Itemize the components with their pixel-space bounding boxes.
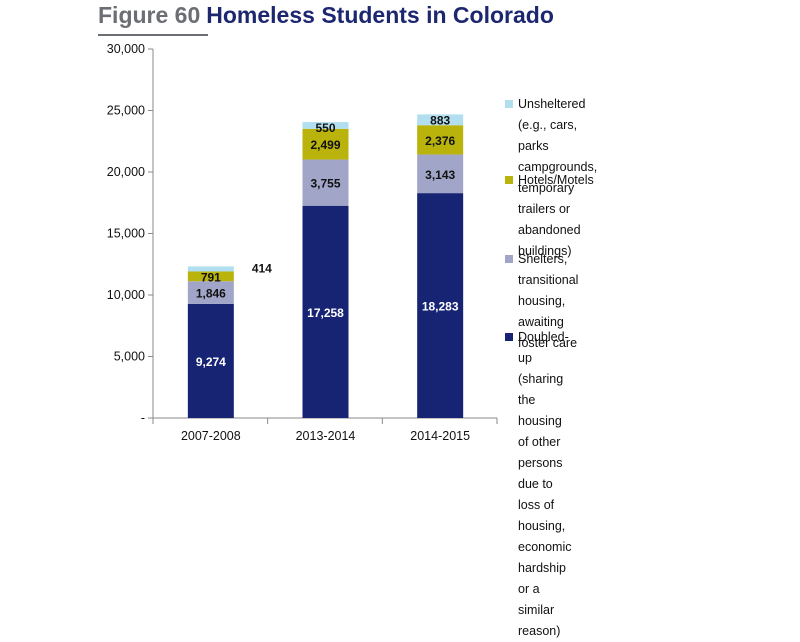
data-label: 414 bbox=[252, 261, 272, 275]
figure-title: Homeless Students in Colorado bbox=[206, 2, 554, 28]
legend-item-doubled-up: Doubled-up (sharing the housing of other… bbox=[505, 327, 572, 642]
bar-segment bbox=[417, 154, 464, 194]
data-label: 3,755 bbox=[310, 177, 340, 191]
data-label: 9,274 bbox=[196, 355, 226, 369]
bar-segment bbox=[187, 281, 234, 304]
bar-segment bbox=[417, 125, 464, 155]
x-tick-label: 2013-2014 bbox=[296, 429, 356, 443]
legend-swatch-doubled-up bbox=[505, 333, 513, 341]
legend-swatch-shelters bbox=[505, 255, 513, 263]
legend-swatch-unsheltered bbox=[505, 100, 513, 108]
data-label: 2,376 bbox=[425, 134, 455, 148]
bar-segment bbox=[187, 271, 234, 282]
data-label: 17,258 bbox=[307, 306, 344, 320]
data-label: 18,283 bbox=[422, 300, 459, 314]
y-tick-label: 25,000 bbox=[107, 104, 145, 118]
bar-segment bbox=[302, 159, 349, 206]
figure-label: Figure 60 bbox=[98, 2, 201, 28]
bar-segment bbox=[302, 128, 349, 160]
x-tick-label: 2014-2015 bbox=[410, 429, 470, 443]
bar-segment bbox=[302, 122, 349, 129]
y-tick-label: 5,000 bbox=[114, 350, 145, 364]
data-label: 791 bbox=[201, 270, 221, 284]
data-label: 3,143 bbox=[425, 168, 455, 182]
y-tick-label: 30,000 bbox=[107, 42, 145, 56]
bar-segment bbox=[187, 266, 234, 272]
legend-label-shelters: Shelters, transitional housing, awaiting… bbox=[518, 252, 579, 350]
chart-title: Figure 60 Homeless Students in Colorado bbox=[98, 2, 554, 29]
bar-segment bbox=[417, 193, 464, 418]
legend-item-hotels: Hotels/Motels bbox=[505, 170, 594, 191]
legend-label-hotels: Hotels/Motels bbox=[518, 173, 594, 187]
data-label: 1,846 bbox=[196, 287, 226, 301]
title-underline bbox=[98, 34, 208, 36]
y-tick-label: 15,000 bbox=[107, 227, 145, 241]
bar-segment bbox=[187, 303, 234, 418]
legend-label-unsheltered: Unsheltered (e.g., cars, parks campgroun… bbox=[518, 97, 598, 258]
y-tick-label: - bbox=[141, 411, 145, 425]
legend-item-unsheltered: Unsheltered (e.g., cars, parks campgroun… bbox=[505, 94, 597, 262]
data-label: 550 bbox=[315, 121, 335, 135]
bar-segment bbox=[302, 205, 349, 418]
legend-label-doubled-up: Doubled-up (sharing the housing of other… bbox=[518, 330, 572, 638]
bar-segment bbox=[417, 114, 464, 126]
x-tick-label: 2007-2008 bbox=[181, 429, 241, 443]
stacked-bar-chart: - 5,000 10,000 15,000 20,000 25,000 30,000 9,27… bbox=[107, 42, 498, 443]
y-tick-label: 10,000 bbox=[107, 288, 145, 302]
y-tick-label: 20,000 bbox=[107, 165, 145, 179]
legend-swatch-hotels bbox=[505, 176, 513, 184]
data-label: 2,499 bbox=[310, 138, 340, 152]
legend-item-shelters: Shelters, transitional housing, awaiting… bbox=[505, 249, 578, 354]
data-label: 883 bbox=[430, 113, 450, 127]
